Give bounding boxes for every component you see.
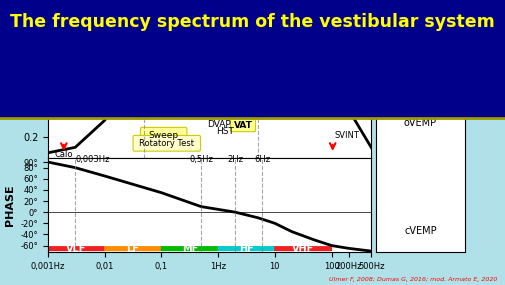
Text: DVAP: DVAP	[208, 120, 231, 129]
Text: VLF: VLF	[66, 244, 86, 254]
Text: 0,05Hz: 0,05Hz	[129, 36, 160, 46]
FancyBboxPatch shape	[133, 135, 200, 151]
Text: VAT: VAT	[234, 121, 252, 130]
Text: 5Hz: 5Hz	[249, 36, 267, 46]
Text: 0,003Hz: 0,003Hz	[75, 50, 110, 58]
Y-axis label: GAIN: GAIN	[7, 82, 17, 113]
FancyBboxPatch shape	[274, 246, 332, 251]
FancyBboxPatch shape	[161, 246, 219, 251]
Text: 0,5Hz: 0,5Hz	[189, 155, 213, 164]
Y-axis label: PHASE: PHASE	[5, 184, 15, 226]
Text: Rotatory Test: Rotatory Test	[139, 139, 194, 148]
FancyBboxPatch shape	[218, 246, 275, 251]
Text: SVINT: SVINT	[334, 131, 359, 140]
FancyBboxPatch shape	[47, 246, 105, 251]
FancyBboxPatch shape	[140, 127, 187, 143]
Text: EMG: EMG	[408, 46, 433, 56]
FancyBboxPatch shape	[104, 246, 162, 251]
FancyBboxPatch shape	[176, 53, 260, 72]
Text: VHF: VHF	[292, 244, 314, 254]
Text: 6Hz: 6Hz	[255, 155, 270, 164]
Text: cVEMP: cVEMP	[404, 226, 437, 236]
Text: 2Hz: 2Hz	[227, 155, 243, 164]
Text: oVEMP: oVEMP	[404, 118, 437, 128]
Text: HF: HF	[239, 244, 254, 254]
Text: HST: HST	[217, 127, 234, 137]
FancyBboxPatch shape	[231, 108, 256, 132]
Text: Calo: Calo	[55, 150, 73, 159]
Text: MF: MF	[182, 244, 198, 254]
Text: The frequency spectrum of the vestibular system: The frequency spectrum of the vestibular…	[10, 13, 495, 31]
Text: Natural movements: Natural movements	[173, 58, 263, 67]
Text: HIT: HIT	[237, 112, 249, 121]
Text: Sweep: Sweep	[148, 131, 179, 140]
Text: Ulmer F, 2008; Dumas G, 2016; mod. Armato E, 2020: Ulmer F, 2008; Dumas G, 2016; mod. Armat…	[329, 277, 497, 282]
Text: 0,003Hz: 0,003Hz	[75, 155, 110, 164]
Text: LF: LF	[127, 244, 139, 254]
